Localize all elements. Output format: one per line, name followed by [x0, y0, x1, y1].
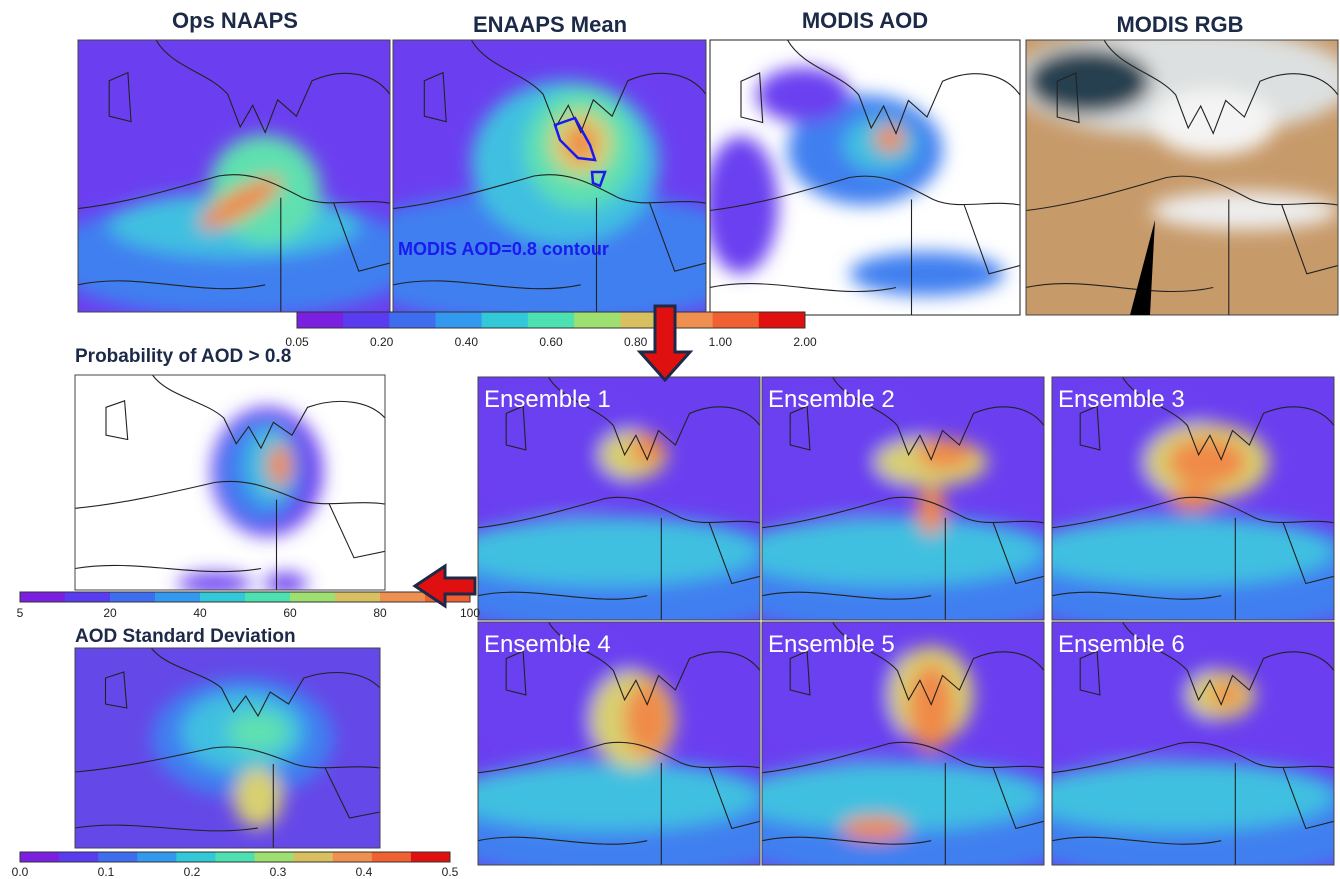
- colorbar-label: 0.2: [184, 865, 201, 879]
- colorbar-label: 0.60: [539, 335, 563, 349]
- colorbar-label: 0.4: [356, 865, 373, 879]
- field-blob: [909, 663, 954, 750]
- field-blob: [917, 486, 945, 535]
- map-panel: [996, 377, 1340, 637]
- colorbar-label: 0.0: [12, 865, 29, 879]
- ensemble-label: Ensemble 6: [1058, 631, 1185, 658]
- colorbar-swatch: [333, 852, 373, 862]
- colorbar-label: 0.5: [442, 865, 459, 879]
- colorbar-swatch: [574, 312, 621, 328]
- colorbar-label: 80: [373, 606, 387, 620]
- map-panel: [422, 377, 817, 637]
- field-blob: [874, 125, 905, 153]
- colorbar-swatch: [380, 592, 426, 602]
- colorbar-swatch: [59, 852, 99, 862]
- colorbar-label: 0.05: [285, 335, 309, 349]
- ensemble-label: Ensemble 5: [768, 631, 895, 658]
- field-blob: [234, 768, 283, 828]
- colorbar-label: 0.1: [98, 865, 115, 879]
- map-panel: [706, 377, 1101, 637]
- colorbar-swatch: [297, 312, 344, 328]
- colorbar-swatch: [137, 852, 177, 862]
- panel-title: MODIS RGB: [1116, 12, 1243, 37]
- probability-title: Probability of AOD > 0.8: [75, 346, 291, 367]
- field-blob: [1168, 438, 1247, 487]
- colorbar-label: 0.80: [624, 335, 648, 349]
- map-panel: [75, 375, 385, 594]
- field-blob: [1024, 763, 1334, 831]
- colorbar-swatch: [759, 312, 806, 328]
- field-blob: [1024, 518, 1334, 586]
- colorbar-label: 1.00: [709, 335, 733, 349]
- colorbar-swatch: [528, 312, 575, 328]
- colorbar-label: 5: [17, 606, 24, 620]
- colorbar-swatch: [215, 852, 255, 862]
- colorbar-label: 20: [103, 606, 117, 620]
- map-panel: [1010, 26, 1340, 315]
- map-panel: [706, 622, 1101, 879]
- colorbar-swatch: [245, 592, 291, 602]
- colorbar-swatch: [20, 592, 66, 602]
- field-blob: [228, 712, 289, 752]
- colorbar-label: 0.20: [370, 335, 394, 349]
- panel-title: MODIS AOD: [802, 8, 928, 33]
- colorbar-swatch: [155, 592, 201, 602]
- colorbar-swatch: [436, 312, 483, 328]
- field-blob: [734, 518, 1044, 586]
- field-blob: [1210, 683, 1244, 707]
- ensemble-label: Ensemble 1: [484, 386, 611, 413]
- map-panel: [422, 622, 817, 879]
- colorbar-swatch: [343, 312, 390, 328]
- field-blob: [704, 136, 778, 274]
- field-blob: [917, 440, 973, 469]
- panel-title: Ops NAAPS: [172, 8, 298, 33]
- slide: Ops NAAPS ENAAPS Mean MODIS AOD MODIS RG…: [0, 0, 1340, 879]
- field-blob: [450, 518, 760, 586]
- colorbar-swatch: [713, 312, 760, 328]
- colorbar-label: 40: [193, 606, 207, 620]
- colorbar-swatch: [65, 592, 111, 602]
- ensemble-label: Ensemble 4: [484, 631, 611, 658]
- map-panel: [330, 40, 768, 326]
- panel-title: ENAAPS Mean: [473, 12, 627, 37]
- colorbar-swatch: [110, 592, 156, 602]
- field-blob: [757, 68, 850, 123]
- colorbar-swatch: [389, 312, 436, 328]
- field-blob: [450, 763, 760, 831]
- colorbar-swatch: [98, 852, 138, 862]
- colorbar-swatch: [176, 852, 216, 862]
- field-blob: [177, 573, 251, 595]
- colorbar-swatch: [200, 592, 246, 602]
- ensemble-label: Ensemble 2: [768, 386, 895, 413]
- colorbar-label: 100: [460, 606, 480, 620]
- field-blob: [264, 573, 307, 595]
- colorbar-swatch: [335, 592, 381, 602]
- colorbar-swatch: [255, 852, 295, 862]
- colorbar-swatch: [290, 592, 336, 602]
- colorbar-label: 0.3: [270, 865, 287, 879]
- field-blob: [625, 683, 670, 756]
- map-panel: [996, 622, 1340, 879]
- colorbar-label: 2.00: [793, 335, 817, 349]
- std-title: AOD Standard Deviation: [75, 626, 296, 647]
- field-blob: [850, 252, 1005, 296]
- map-panel: [704, 40, 1020, 315]
- colorbar-label: 0.40: [455, 335, 479, 349]
- map-panel: [75, 648, 380, 848]
- colorbar-swatch: [20, 852, 60, 862]
- colorbar-swatch: [294, 852, 334, 862]
- ensemble-label: Ensemble 3: [1058, 386, 1185, 413]
- colorbar-label: 60: [283, 606, 297, 620]
- colorbar-swatch: [482, 312, 529, 328]
- field-blob: [1151, 90, 1276, 156]
- map-panel: [47, 40, 421, 317]
- field-blob: [1026, 48, 1151, 114]
- field-blob: [1151, 191, 1338, 230]
- colorbar-swatch: [411, 852, 451, 862]
- field-blob: [267, 444, 292, 487]
- colorbar-swatch: [372, 852, 412, 862]
- contour-annotation: MODIS AOD=0.8 contour: [398, 239, 609, 259]
- field-blob: [841, 816, 909, 840]
